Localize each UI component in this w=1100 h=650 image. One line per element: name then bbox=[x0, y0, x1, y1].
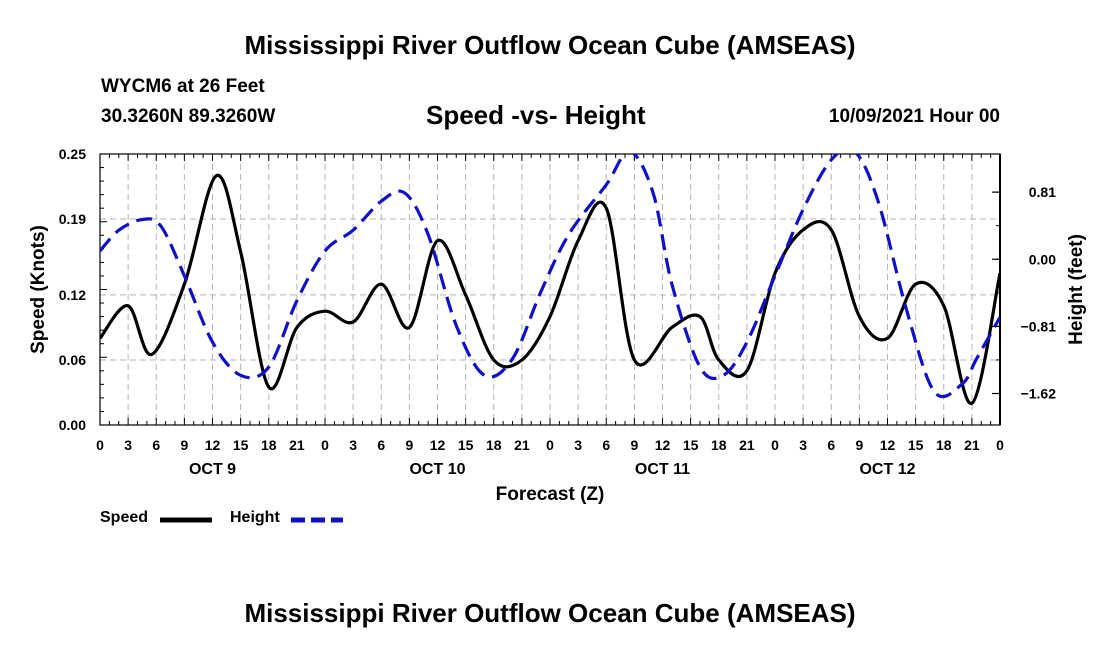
coordinates-label: 30.3260N 89.3260W bbox=[101, 106, 276, 127]
x-tick-label: 6 bbox=[827, 437, 835, 453]
x-tick-label: 21 bbox=[289, 437, 305, 453]
x-tick-label: 3 bbox=[574, 437, 582, 453]
chart-subtitle: Speed -vs- Height bbox=[426, 100, 646, 130]
y-tick-label: 0.25 bbox=[59, 146, 86, 162]
x-tick-label: 6 bbox=[602, 437, 610, 453]
x-tick-label: 0 bbox=[321, 437, 329, 453]
x-tick-label: 15 bbox=[458, 437, 474, 453]
day-label: OCT 11 bbox=[635, 461, 690, 478]
x-tick-label: 15 bbox=[908, 437, 924, 453]
x-tick-label: 21 bbox=[739, 437, 755, 453]
y-tick-label: 0.12 bbox=[59, 287, 86, 303]
forecast-datetime: 10/09/2021 Hour 00 bbox=[828, 106, 1000, 127]
x-tick-label: 9 bbox=[855, 437, 863, 453]
x-tick-label: 18 bbox=[711, 437, 727, 453]
x-tick-label: 0 bbox=[996, 437, 1004, 453]
x-tick-label: 9 bbox=[405, 437, 413, 453]
day-label: OCT 10 bbox=[409, 461, 465, 478]
x-tick-label: 21 bbox=[964, 437, 980, 453]
x-tick-label: 0 bbox=[96, 437, 104, 453]
chart-title: Mississippi River Outflow Ocean Cube (AM… bbox=[244, 30, 856, 60]
legend-height-label: Height bbox=[230, 509, 280, 526]
day-label: OCT 9 bbox=[189, 461, 236, 478]
x-tick-label: 12 bbox=[880, 437, 896, 453]
station-label: WYCM6 at 26 Feet bbox=[101, 76, 265, 97]
x-tick-label: 6 bbox=[377, 437, 385, 453]
x-tick-label: 12 bbox=[205, 437, 221, 453]
x-tick-label: 0 bbox=[546, 437, 554, 453]
x-tick-label: 0 bbox=[771, 437, 779, 453]
x-tick-label: 15 bbox=[233, 437, 249, 453]
x-tick-label: 9 bbox=[180, 437, 188, 453]
x-tick-label: 3 bbox=[799, 437, 807, 453]
y2-tick-label: −0.81 bbox=[1021, 318, 1057, 334]
legend-speed-label: Speed bbox=[100, 509, 149, 526]
y2-tick-label: 0.00 bbox=[1029, 251, 1056, 267]
y-tick-label: 0.06 bbox=[59, 352, 86, 368]
day-label: OCT 12 bbox=[859, 461, 915, 478]
x-tick-label: 12 bbox=[655, 437, 671, 453]
y2-tick-label: 0.81 bbox=[1029, 184, 1056, 200]
x-tick-label: 3 bbox=[124, 437, 132, 453]
y2-axis-title: Height (feet) bbox=[1066, 234, 1087, 345]
footer-title: Mississippi River Outflow Ocean Cube (AM… bbox=[244, 598, 856, 628]
series-line-speed bbox=[100, 173, 1000, 405]
x-tick-label: 6 bbox=[152, 437, 160, 453]
x-tick-label: 18 bbox=[486, 437, 502, 453]
x-tick-label: 9 bbox=[630, 437, 638, 453]
y-tick-label: 0.19 bbox=[59, 211, 86, 227]
x-tick-label: 15 bbox=[683, 437, 699, 453]
y2-tick-label: −1.62 bbox=[1021, 386, 1057, 402]
y-axis-title: Speed (Knots) bbox=[28, 225, 49, 354]
x-tick-label: 18 bbox=[936, 437, 952, 453]
x-tick-label: 21 bbox=[514, 437, 530, 453]
x-tick-label: 12 bbox=[430, 437, 446, 453]
x-axis-title: Forecast (Z) bbox=[496, 484, 605, 505]
x-tick-label: 3 bbox=[349, 437, 357, 453]
series-line-height bbox=[100, 154, 1000, 399]
y-tick-label: 0.00 bbox=[59, 417, 86, 433]
x-tick-label: 18 bbox=[261, 437, 277, 453]
